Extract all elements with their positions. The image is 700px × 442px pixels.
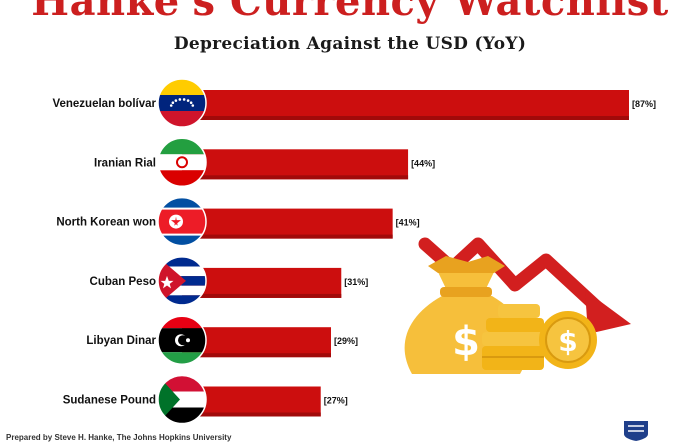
- data-label: [27%]: [324, 396, 348, 406]
- chart-footer: Prepared by Steve H. Hanke, The Johns Ho…: [6, 433, 232, 442]
- data-label: [87%]: [632, 99, 656, 109]
- category-label: Cuban Peso: [90, 276, 156, 288]
- category-label: Libyan Dinar: [86, 335, 156, 347]
- bar-4: [182, 327, 331, 358]
- bar-3: [182, 267, 342, 298]
- coin-stack-icon: [482, 304, 544, 370]
- data-label: [29%]: [334, 336, 358, 346]
- bar-shade-4: [182, 353, 331, 358]
- chart-subtitle: Depreciation Against the USD (YoY): [173, 34, 527, 54]
- data-label: [31%]: [344, 277, 368, 287]
- coin-dollar-sign: $: [558, 325, 577, 358]
- bar-2: [182, 208, 393, 239]
- category-label: Sudanese Pound: [63, 395, 156, 407]
- dollar-coin-icon: $: [539, 311, 597, 369]
- bar-0: [182, 90, 629, 120]
- data-label: [41%]: [396, 218, 420, 228]
- depreciation-illustration: $ $: [404, 237, 648, 441]
- chart-title: Hanke's Currency Watchlist: [31, 0, 669, 25]
- bar-shade-2: [182, 234, 393, 239]
- university-shield-icon: [624, 421, 648, 441]
- bar-shade-5: [182, 412, 321, 417]
- bar-shade-0: [182, 116, 629, 120]
- category-label: Venezuelan bolívar: [52, 98, 156, 110]
- bar-1: [182, 149, 409, 180]
- north-korea-flag-icon: [158, 197, 206, 246]
- category-label: Iranian Rial: [94, 157, 156, 169]
- cuba-flag-icon: [158, 256, 206, 305]
- data-label: [44%]: [411, 158, 435, 168]
- bar-shade-1: [182, 175, 409, 180]
- category-label: North Korean won: [56, 217, 156, 229]
- bar-shade-3: [182, 293, 342, 298]
- dollar-sign-icon: $: [452, 319, 480, 365]
